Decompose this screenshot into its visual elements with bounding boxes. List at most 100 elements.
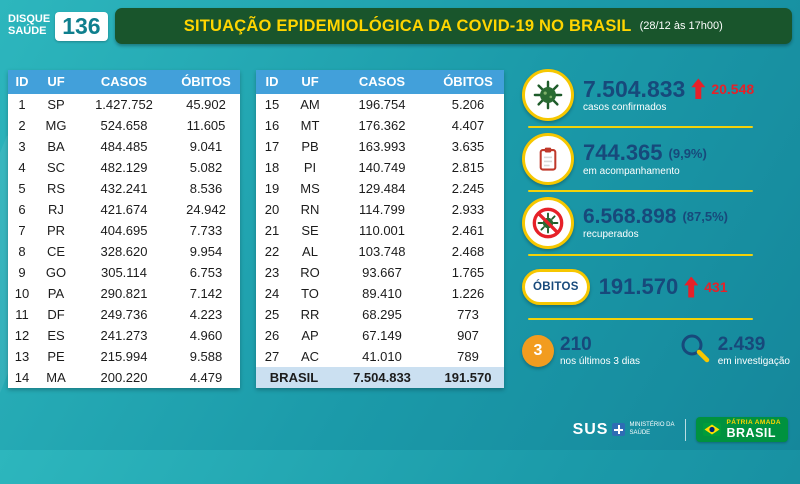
table-row: 3 BA 484.485 9.041	[8, 136, 240, 157]
recovered-icon	[522, 197, 574, 249]
table-cell: PI	[303, 160, 317, 175]
stat-last-3-days: 3 210 nos últimos 3 dias	[522, 335, 640, 367]
stat-recovered: 6.568.898 (87,5%) recuperados	[522, 192, 794, 254]
brasil-total-row: BRASIL 7.504.833 191.570	[256, 367, 504, 388]
sus-label: SUS	[572, 420, 609, 438]
table-row: 2 MG 524.658 11.605	[8, 115, 240, 136]
table-cell: 773	[457, 307, 479, 322]
table-row: 26 AP 67.149 907	[256, 325, 504, 346]
table-cell: 15	[264, 97, 280, 112]
table-cell: 484.485	[100, 139, 148, 154]
up-arrow-icon	[691, 78, 706, 100]
table-row: 15 AM 196.754 5.206	[256, 94, 504, 115]
table-row: 5 RS 432.241 8.536	[8, 178, 240, 199]
table-cell: 2.461	[451, 223, 485, 238]
table-cell: 140.749	[358, 160, 406, 175]
recovered-caption: recuperados	[583, 229, 639, 241]
table-cell: RJ	[48, 202, 64, 217]
search-icon	[678, 332, 712, 371]
recovered-percent: (87,5%)	[682, 209, 728, 225]
table-cell: 6	[18, 202, 26, 217]
table-cell: 129.484	[358, 181, 406, 196]
table-cell: 22	[264, 244, 280, 259]
summary-panel: 7.504.833 20.548 casos confirmados 744.3…	[522, 64, 794, 382]
table-cell: SC	[46, 160, 66, 175]
investigation-value: 2.439	[717, 334, 766, 356]
gov-brand: BRASIL	[726, 425, 777, 440]
table-row: 14 MA 200.220 4.479	[8, 367, 240, 388]
table-cell: 27	[264, 349, 280, 364]
table-row: 24 TO 89.410 1.226	[256, 283, 504, 304]
stat-follow-up: 744.365 (9,9%) em acompanhamento	[522, 128, 794, 190]
table-cell: 67.149	[362, 328, 402, 343]
table-cell: 17	[264, 139, 280, 154]
table-row: 6 RJ 421.674 24.942	[8, 199, 240, 220]
table-cell: MS	[300, 181, 320, 196]
table-cell: 789	[457, 349, 479, 364]
table-row: 21 SE 110.001 2.461	[256, 220, 504, 241]
table-cell: 6.753	[189, 265, 223, 280]
hotline-number: 136	[55, 11, 108, 41]
table-cell: PA	[47, 286, 65, 301]
table-cell: 9.954	[189, 244, 223, 259]
column-header-casos: CASOS	[76, 70, 172, 94]
hotline: DISQUE SAÚDE 136	[8, 11, 108, 41]
table-cell: 4.223	[189, 307, 223, 322]
table-row: 7 PR 404.695 7.733	[8, 220, 240, 241]
table-cell: 11.605	[186, 118, 226, 133]
table-cell: 1.765	[451, 265, 485, 280]
table-cell: 3.635	[451, 139, 485, 154]
table-cell: RS	[46, 181, 66, 196]
table-cell: SE	[301, 223, 319, 238]
total-cases: 7.504.833	[332, 367, 432, 388]
table-cell: 23	[264, 265, 280, 280]
table-cell: 13	[14, 349, 30, 364]
follow-up-caption: em acompanhamento	[583, 165, 680, 177]
column-header-obitos: ÓBITOS	[432, 70, 504, 94]
table-cell: BA	[47, 139, 65, 154]
table-cell: RN	[300, 202, 320, 217]
page-title: SITUAÇÃO EPIDEMIOLÓGICA DA COVID-19 NO B…	[183, 16, 632, 35]
table-row: 23 RO 93.667 1.765	[256, 262, 504, 283]
table-cell: MG	[45, 118, 67, 133]
table-cell: 163.993	[358, 139, 406, 154]
table-row: 1 SP 1.427.752 45.902	[8, 94, 240, 115]
yellow-divider	[528, 126, 753, 128]
table-cell: 1.427.752	[95, 97, 153, 112]
table-cell: AL	[302, 244, 318, 259]
table-cell: 114.799	[358, 202, 406, 217]
table-cell: 5.206	[451, 97, 485, 112]
table-cell: 2.468	[451, 244, 485, 259]
total-label: BRASIL	[256, 367, 332, 388]
table-cell: 110.001	[358, 223, 406, 238]
table-cell: 4	[18, 160, 26, 175]
table-cell: 305.114	[100, 265, 148, 280]
table-row: 19 MS 129.484 2.245	[256, 178, 504, 199]
table-row: 10 PA 290.821 7.142	[8, 283, 240, 304]
table-cell: 26	[264, 328, 280, 343]
column-header-obitos: ÓBITOS	[172, 70, 240, 94]
table-row: 13 PE 215.994 9.588	[8, 346, 240, 367]
footer: SUS MINISTÉRIO DA SAÚDE PÁTRIA AMADA BRA…	[573, 417, 788, 442]
table-cell: 524.658	[100, 118, 148, 133]
virus-icon	[522, 69, 574, 121]
table-cell: 93.667	[362, 265, 402, 280]
table-row: 20 RN 114.799 2.933	[256, 199, 504, 220]
table-row: 25 RR 68.295 773	[256, 304, 504, 325]
table-cell: 103.748	[358, 244, 406, 259]
table-cell: 176.362	[358, 118, 406, 133]
table-header-row: ID UF CASOS ÓBITOS	[8, 70, 240, 94]
table-cell: 16	[264, 118, 280, 133]
table-cell: 7	[18, 223, 26, 238]
table-cell: 328.620	[100, 244, 148, 259]
health-cross-icon	[612, 423, 626, 436]
table-cell: 200.220	[100, 370, 148, 385]
table-cell: 9	[18, 265, 26, 280]
table-row: 18 PI 140.749 2.815	[256, 157, 504, 178]
table-cell: 19	[264, 181, 280, 196]
deaths-value: 191.570	[598, 274, 679, 300]
table-cell: PR	[46, 223, 66, 238]
obitos-badge: ÓBITOS	[522, 269, 590, 305]
table-cell: MA	[46, 370, 66, 385]
yellow-divider	[528, 254, 753, 256]
